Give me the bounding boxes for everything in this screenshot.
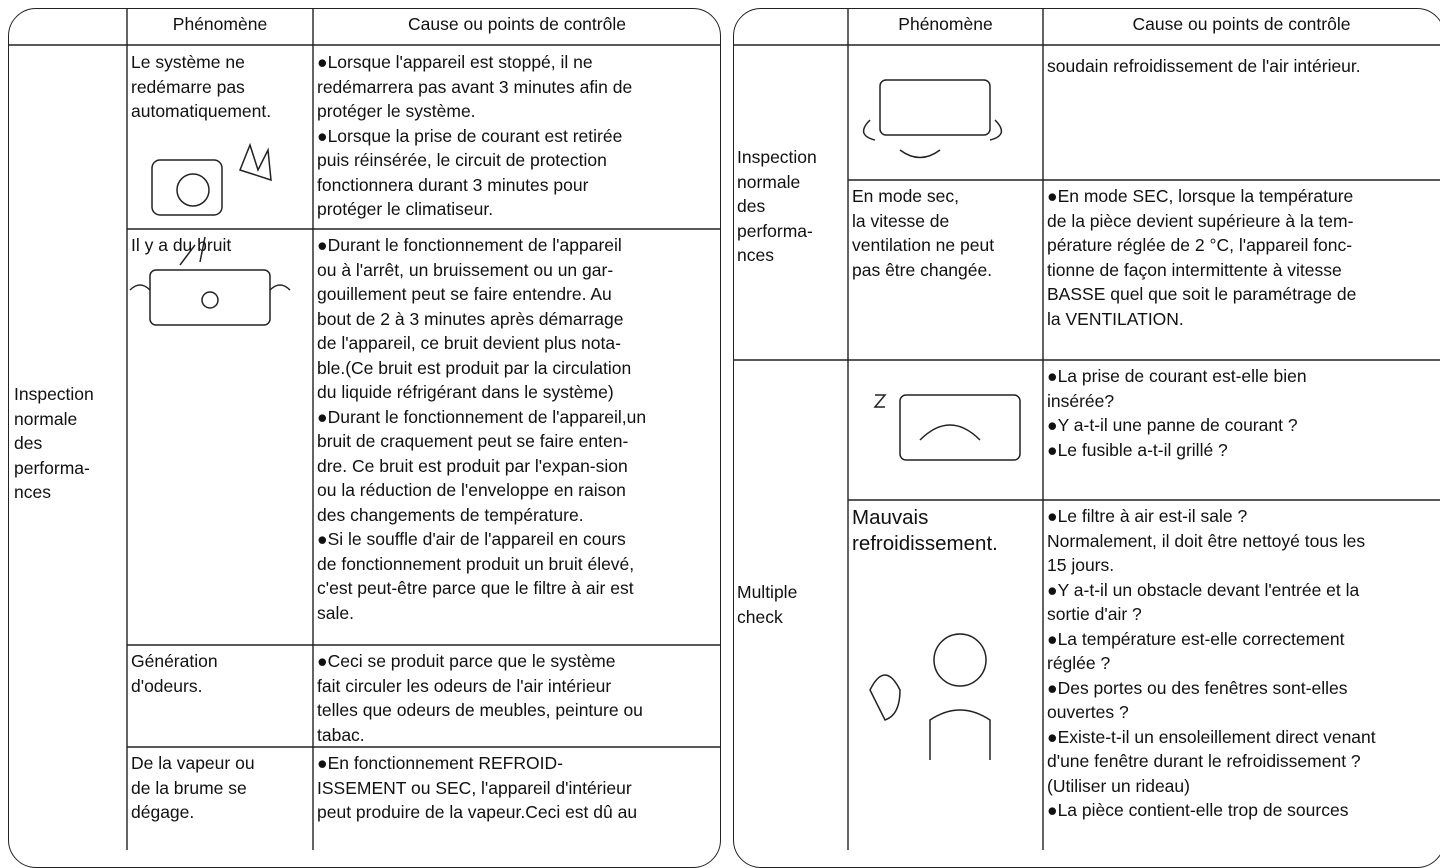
cause: ●Le filtre à air est-il sale ? Normaleme… — [1047, 506, 1376, 820]
group-label: Inspection normale des performa- nces — [737, 147, 817, 265]
cause: ●En mode SEC, lorsque la température de … — [1047, 186, 1357, 329]
phenomenon: En mode sec, la vitesse de ventilation n… — [852, 186, 995, 280]
cause: ●En fonctionnement REFROID- ISSEMENT ou … — [317, 753, 638, 822]
cause: ●Ceci se produit parce que le système fa… — [317, 651, 643, 745]
phenomenon: Mauvais refroidissement. — [852, 506, 998, 555]
cause: ●Durant le fonctionnement de l'appareil … — [317, 235, 647, 623]
cause: ●La prise de courant est-elle bien insér… — [1047, 366, 1307, 460]
phenomenon: Le système ne redémarre pas automatiquem… — [131, 52, 272, 121]
grid — [8, 8, 1440, 850]
header-cell: Cause ou points de contrôle — [1132, 14, 1351, 34]
phenomenon: Génération d'odeurs. — [131, 651, 218, 696]
phenomenon: De la vapeur ou de la brume se dégage. — [131, 753, 255, 822]
group-label: Inspection normale des performa- nces — [14, 384, 94, 502]
header-cell: Phénomène — [898, 14, 993, 34]
header-cell: Phénomène — [172, 14, 268, 34]
illustration — [129, 79, 1021, 760]
header-cell: Cause ou points de contrôle — [408, 14, 626, 34]
cause: ●Lorsque l'appareil est stoppé, il ne re… — [317, 52, 633, 219]
phenomenon: Il y a du bruit — [131, 235, 232, 255]
page: Phénomène Cause ou points de contrôle In… — [8, 8, 1440, 868]
cause: soudain refroidissement de l'air intérie… — [1047, 56, 1361, 76]
group-label: Multiple check — [737, 582, 798, 627]
